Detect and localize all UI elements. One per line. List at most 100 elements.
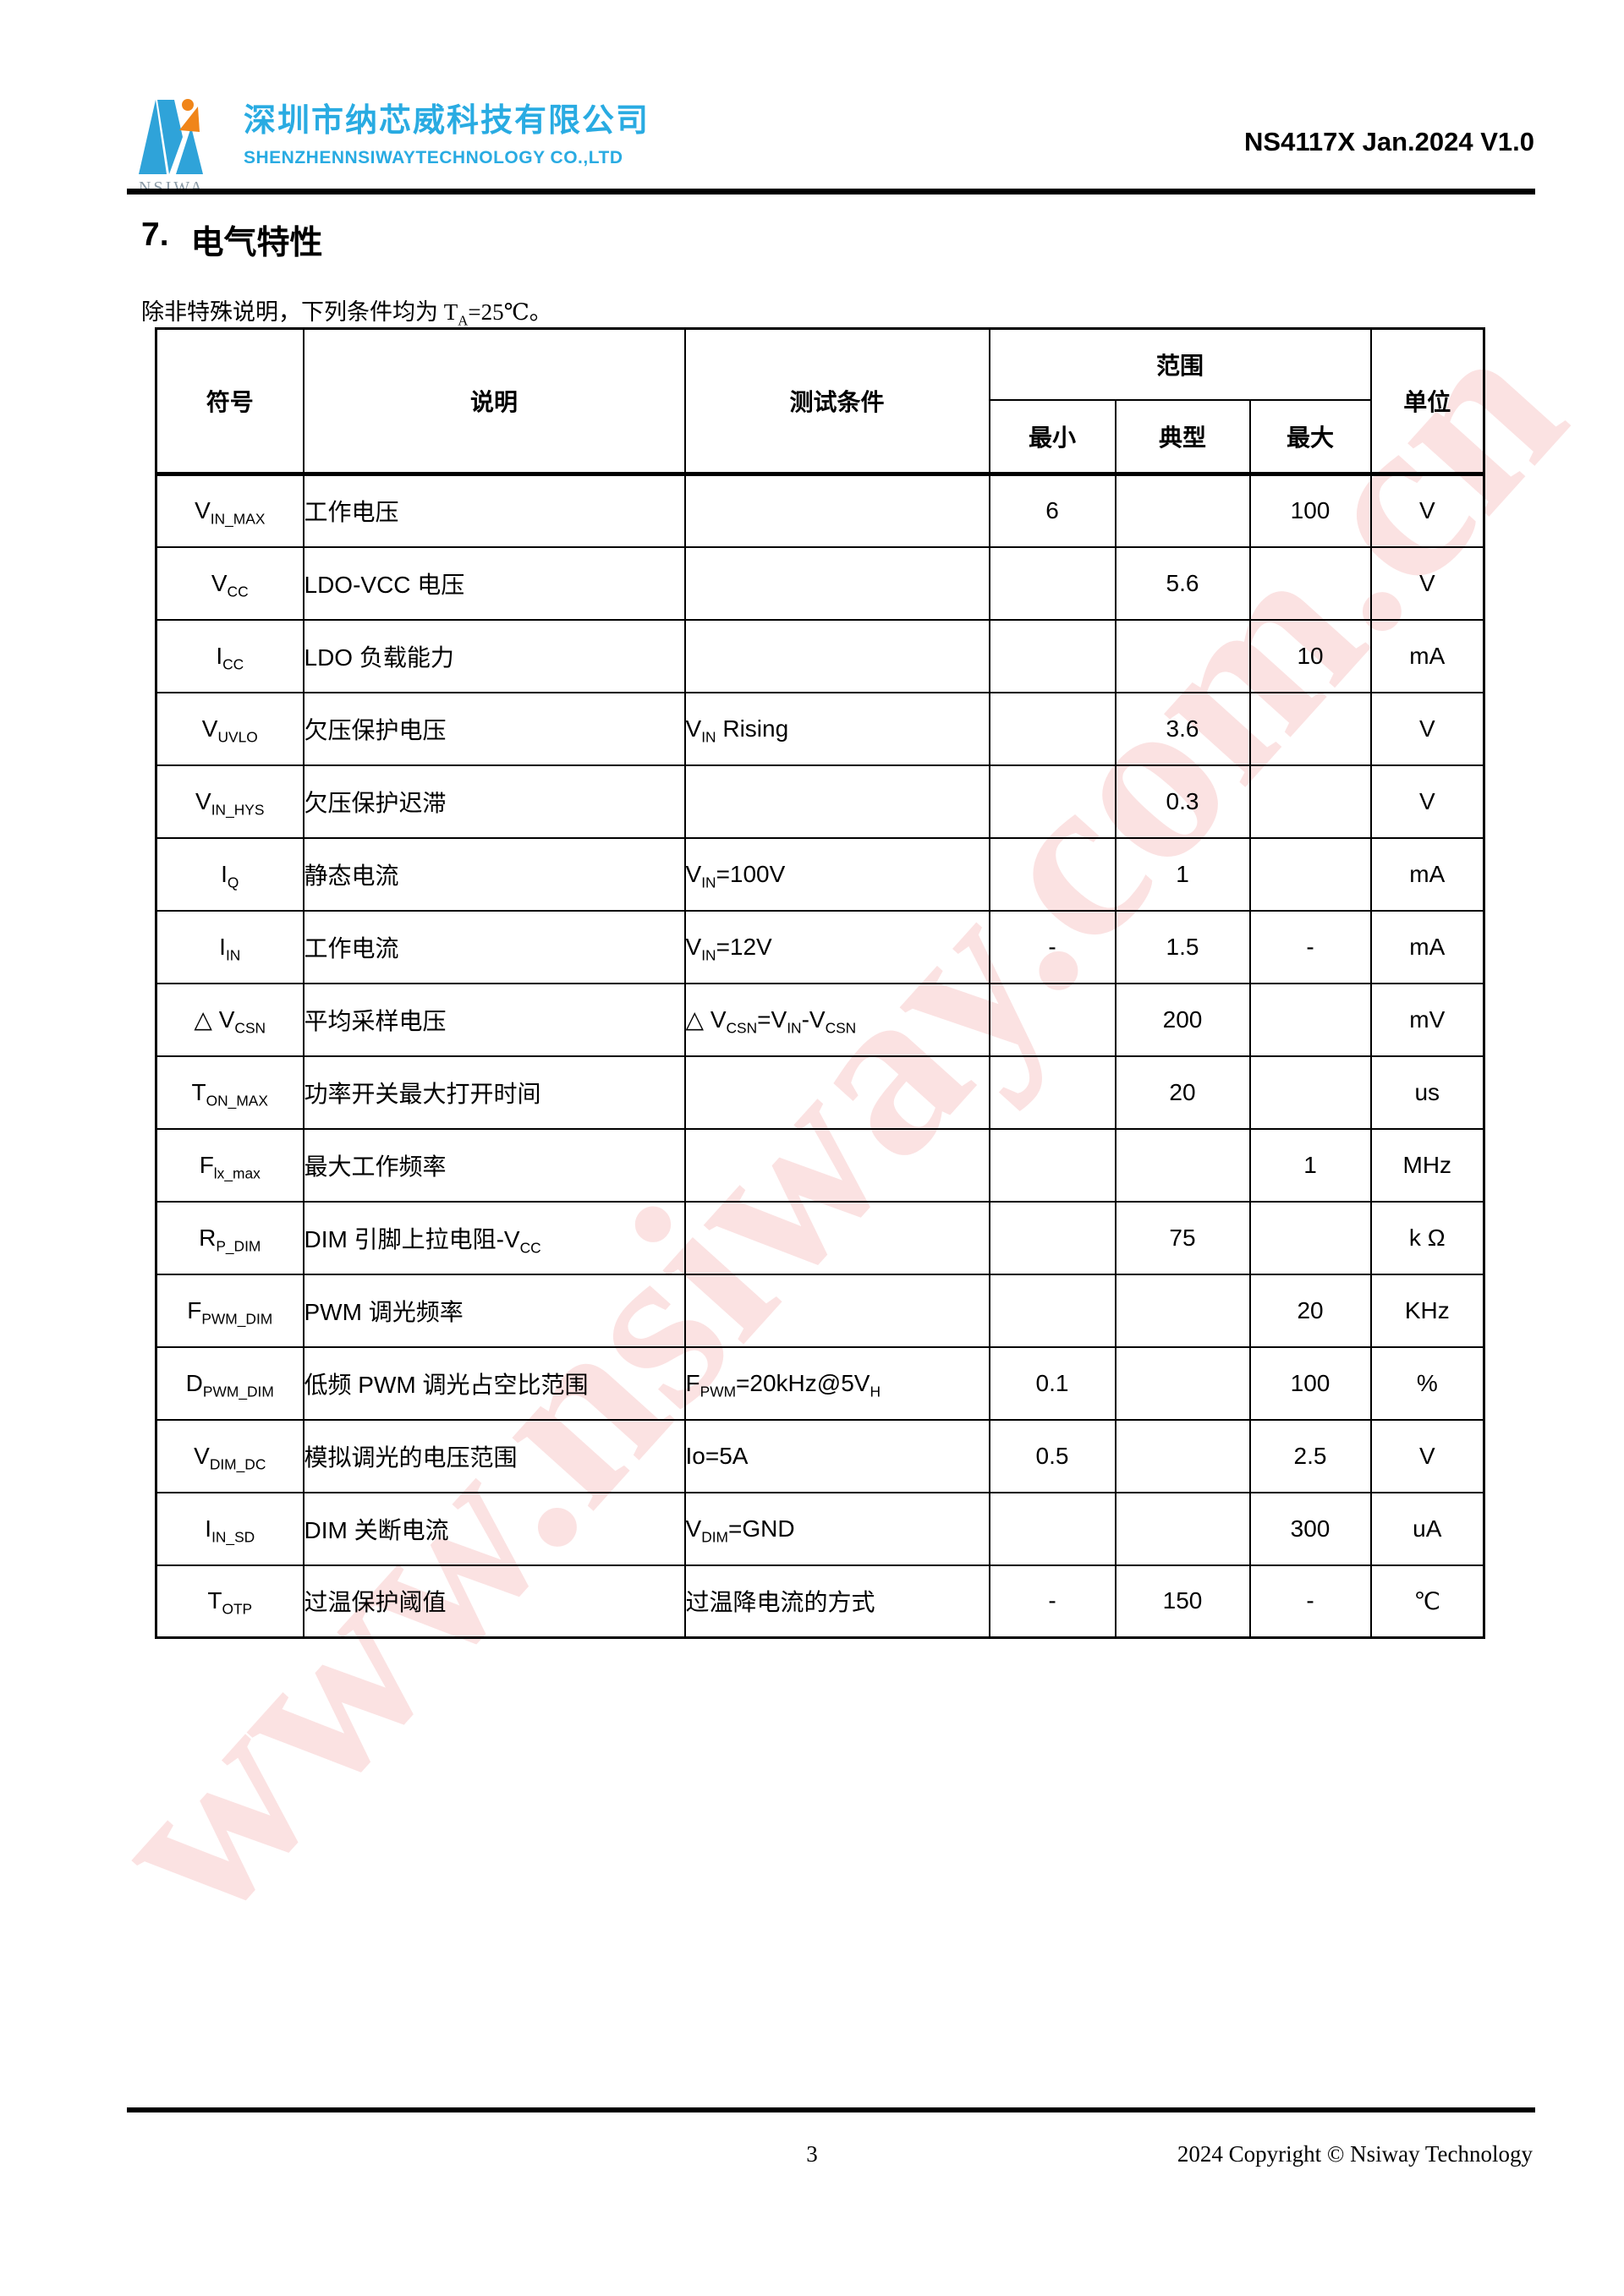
table-row: DPWM_DIM 低频 PWM 调光占空比范围 FPWM=20kHz@5VH 0.1 1… [155,1345,1485,1421]
table-row: VUVLO 欠压保护电压 VIN Rising 3.6 V [155,691,1485,766]
cell-description: 模拟调光的电压范围 [302,1418,686,1493]
cell-condition [683,764,990,839]
cell-min: 0.5 [988,1418,1116,1493]
cell-symbol: VCC [155,545,304,621]
cell-max: - [1248,1564,1372,1639]
cell-typ [1114,473,1251,548]
cell-condition: VDIM=GND [683,1491,990,1566]
cell-description: 过温保护阈值 [302,1564,686,1639]
page-number: 3 [806,2141,818,2167]
cell-symbol: RP_DIM [155,1200,304,1275]
cell-description: 静态电流 [302,836,686,912]
document-reference: NS4117X Jan.2024 V1.0 [1244,127,1534,156]
cell-max: - [1248,909,1372,984]
cell-description: DIM 关断电流 [302,1491,686,1566]
cell-typ: 5.6 [1114,545,1251,621]
cell-description: 功率开关最大打开时间 [302,1055,686,1130]
cell-typ: 1.5 [1114,909,1251,984]
electrical-characteristics-table: 符号 说明 测试条件 范围 单位 最小 典型 最大 VIN_MAX 工作电压 6 10… [155,327,1486,1639]
nsiway-logo-icon: NSIWA [127,93,230,197]
cell-description: 低频 PWM 调光占空比范围 [302,1345,686,1421]
cell-min [988,1055,1116,1130]
cell-unit: V [1369,1418,1485,1493]
cell-condition [683,473,990,548]
cell-symbol: VIN_HYS [155,764,304,839]
cell-typ: 200 [1114,982,1251,1057]
cell-max: 2.5 [1248,1418,1372,1493]
cell-unit: mA [1369,618,1485,693]
cell-symbol: VIN_MAX [155,473,304,548]
cell-max [1248,1055,1372,1130]
cell-typ [1114,618,1251,693]
cell-unit: uA [1369,1491,1485,1566]
cell-condition [683,545,990,621]
copyright-text: 2024 Copyright © Nsiway Technology [1177,2141,1533,2167]
cell-typ: 1 [1114,836,1251,912]
cell-condition: FPWM=20kHz@5VH [683,1345,990,1421]
cell-min [988,1200,1116,1275]
cell-min [988,691,1116,766]
cell-unit: k Ω [1369,1200,1485,1275]
cell-typ: 0.3 [1114,764,1251,839]
col-header-max: 最大 [1248,398,1372,476]
cell-max [1248,545,1372,621]
company-name-en: SHENZHENNSIWAYTECHNOLOGY CO.,LTD [244,147,623,167]
cell-max: 1 [1248,1127,1372,1203]
cell-min [988,545,1116,621]
cell-typ [1114,1418,1251,1493]
test-condition-note: 除非特殊说明，下列条件均为 TA=25℃。 [141,299,552,329]
cell-typ [1114,1491,1251,1566]
cell-description: LDO-VCC 电压 [302,545,686,621]
cell-min [988,836,1116,912]
col-header-symbol: 符号 [155,327,304,476]
cell-description: 工作电流 [302,909,686,984]
footer-divider [127,2107,1535,2112]
table-row: ICC LDO 负载能力 10 mA [155,618,1485,693]
cell-symbol: IQ [155,836,304,912]
cell-symbol: VUVLO [155,691,304,766]
table-row: VCC LDO-VCC 电压 5.6 V [155,545,1485,621]
cell-condition: 过温降电流的方式 [683,1564,990,1639]
cell-symbol: IIN [155,909,304,984]
cell-condition [683,1200,990,1275]
table-row: IQ 静态电流 VIN=100V 1 mA [155,836,1485,912]
cell-description: 平均采样电压 [302,982,686,1057]
cell-condition: Io=5A [683,1418,990,1493]
cell-unit: V [1369,764,1485,839]
cell-min: 0.1 [988,1345,1116,1421]
cell-unit: mV [1369,982,1485,1057]
cell-symbol: Flx_max [155,1127,304,1203]
cell-symbol: TON_MAX [155,1055,304,1130]
table-row: △ VCSN 平均采样电压 △ VCSN=VIN-VCSN 200 mV [155,982,1485,1057]
table-header: 符号 说明 测试条件 范围 单位 最小 典型 最大 [155,327,1485,476]
table-row: VIN_HYS 欠压保护迟滞 0.3 V [155,764,1485,839]
cell-condition [683,618,990,693]
cell-min [988,618,1116,693]
section-title-text: 电气特性 [190,225,323,261]
cell-typ [1114,1273,1251,1348]
cell-max: 10 [1248,618,1372,693]
company-name-cn: 深圳市纳芯威科技有限公司 [244,103,650,139]
cell-max [1248,982,1372,1057]
company-logo: NSIWA [127,93,230,197]
cell-condition [683,1055,990,1130]
header-divider [127,189,1535,195]
cell-min [988,1127,1116,1203]
cell-unit: V [1369,545,1485,621]
col-header-range: 范围 [988,327,1372,401]
cell-max [1248,764,1372,839]
cell-min: 6 [988,473,1116,548]
cell-unit: V [1369,691,1485,766]
col-header-typ: 典型 [1114,398,1251,476]
cell-condition [683,1127,990,1203]
table-row: IIN 工作电流 VIN=12V -1.5- mA [155,909,1485,984]
cell-typ [1114,1127,1251,1203]
cell-typ: 150 [1114,1564,1251,1639]
cell-description: 欠压保护迟滞 [302,764,686,839]
table-row: Flx_max 最大工作频率 1 MHz [155,1127,1485,1203]
cell-min [988,982,1116,1057]
cell-unit: KHz [1369,1273,1485,1348]
cell-max [1248,836,1372,912]
cell-max: 100 [1248,473,1372,548]
